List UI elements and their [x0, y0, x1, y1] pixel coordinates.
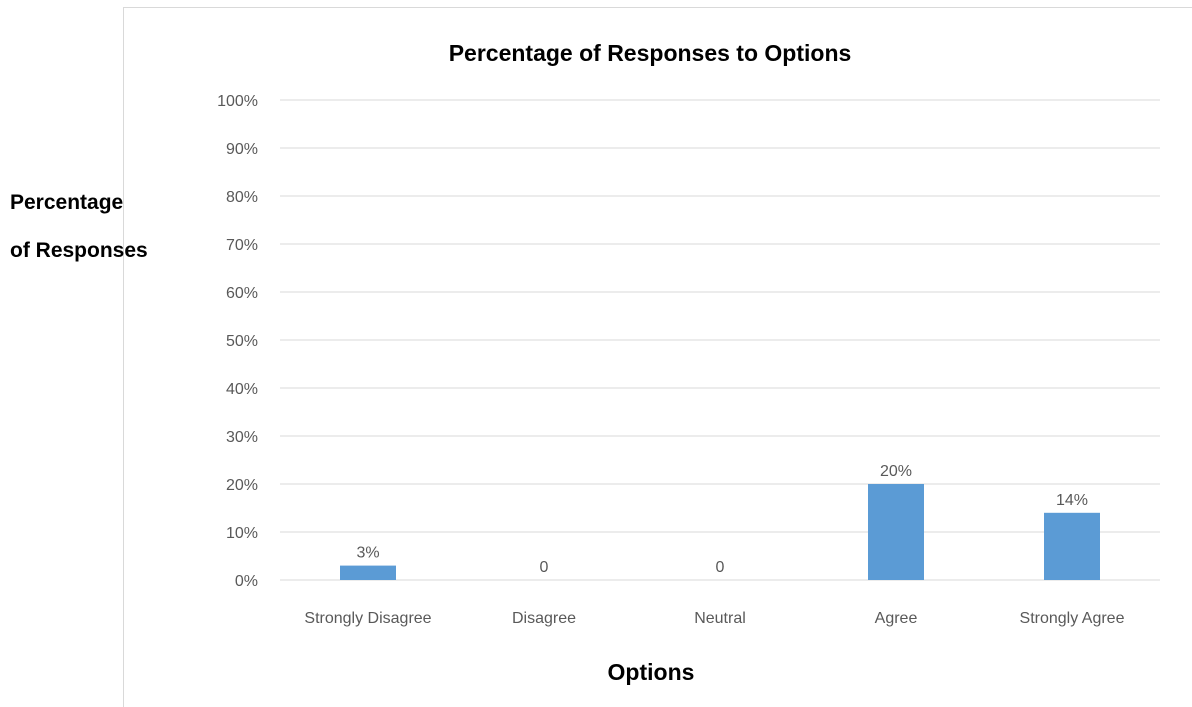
bar: [1044, 512, 1100, 580]
y-tick-label: 40%: [226, 381, 258, 398]
x-tick-label: Disagree: [512, 610, 576, 627]
x-tick-label: Agree: [875, 610, 918, 627]
y-tick-label: 80%: [226, 189, 258, 206]
x-tick-label: Neutral: [694, 610, 746, 627]
data-label: 3%: [356, 545, 379, 562]
y-tick-label: 30%: [226, 429, 258, 446]
y-tick-label: 50%: [226, 333, 258, 350]
x-tick-label: Strongly Agree: [1020, 610, 1125, 627]
y-axis-tick-labels: 0% 10% 20% 30% 40% 50% 60% 70% 80% 90% 100%: [217, 93, 258, 590]
y-tick-label: 60%: [226, 285, 258, 302]
bars: [340, 484, 1100, 580]
y-tick-label: 90%: [226, 141, 258, 158]
data-label: 0: [716, 559, 725, 576]
y-axis-title-line-1: Percentage: [10, 191, 124, 214]
bar: [868, 484, 924, 580]
bar: [340, 565, 396, 580]
y-tick-label: 0%: [235, 573, 258, 590]
y-axis-title-line-2: of Responses: [10, 239, 148, 262]
data-label: 20%: [880, 463, 912, 480]
y-tick-label: 10%: [226, 525, 258, 542]
chart-title: Percentage of Responses to Options: [449, 40, 852, 66]
chart-area-border: [123, 7, 1192, 707]
data-labels: 3% 0 0 20% 14%: [356, 463, 1088, 576]
gridlines: [280, 99, 1160, 581]
y-tick-label: 70%: [226, 237, 258, 254]
data-label: 0: [540, 559, 549, 576]
x-axis-title: Options: [608, 659, 695, 685]
y-tick-label: 100%: [217, 93, 258, 110]
x-tick-label: Strongly Disagree: [304, 610, 431, 627]
x-axis-tick-labels: Strongly Disagree Disagree Neutral Agree Str…: [304, 610, 1124, 627]
data-label: 14%: [1056, 492, 1088, 509]
y-tick-label: 20%: [226, 477, 258, 494]
